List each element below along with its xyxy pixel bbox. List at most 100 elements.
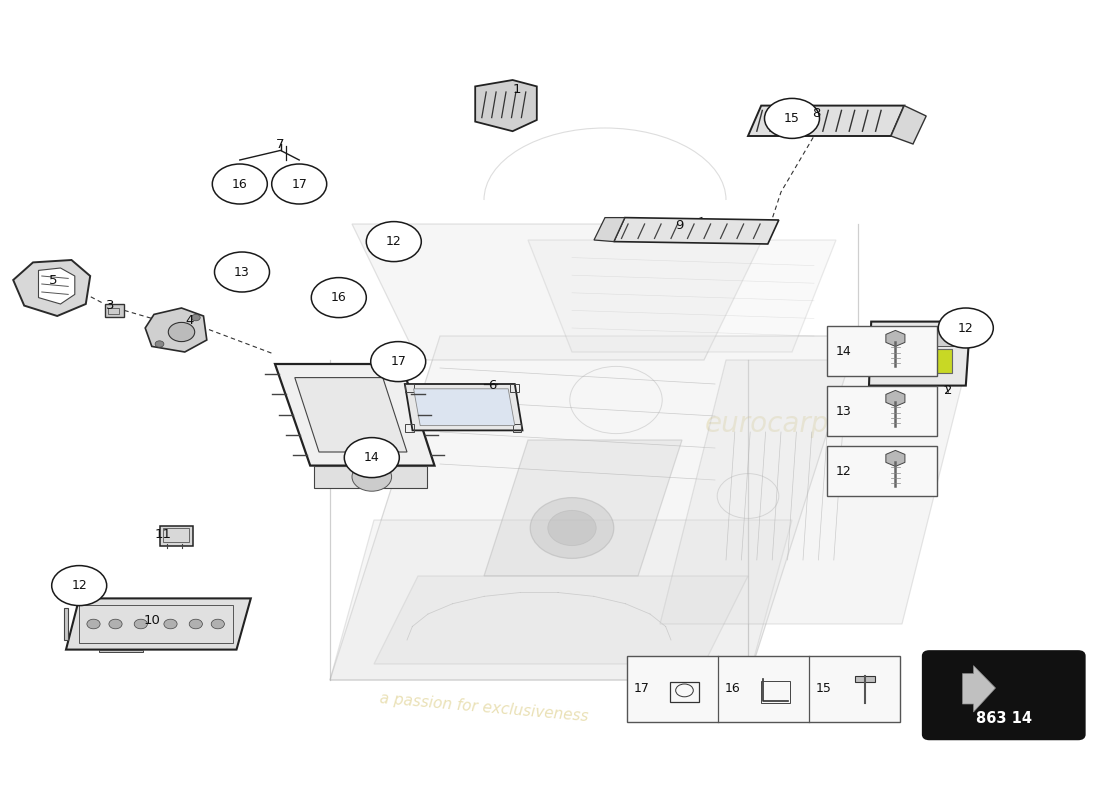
Text: 13: 13 bbox=[234, 266, 250, 278]
Polygon shape bbox=[886, 390, 905, 406]
Circle shape bbox=[164, 619, 177, 629]
Circle shape bbox=[352, 462, 392, 491]
Text: a passion for exclusiveness: a passion for exclusiveness bbox=[379, 691, 588, 725]
Text: 7: 7 bbox=[276, 138, 285, 150]
Circle shape bbox=[366, 222, 421, 262]
Circle shape bbox=[371, 342, 426, 382]
Text: 14: 14 bbox=[836, 345, 851, 358]
Polygon shape bbox=[475, 80, 537, 131]
Circle shape bbox=[52, 566, 107, 606]
FancyBboxPatch shape bbox=[923, 651, 1085, 739]
Bar bbox=[627, 656, 900, 722]
Polygon shape bbox=[886, 330, 905, 346]
Text: 11: 11 bbox=[154, 528, 172, 541]
Bar bbox=[79, 605, 233, 643]
Bar bbox=[880, 349, 952, 373]
Bar bbox=[513, 424, 521, 432]
Text: 16: 16 bbox=[232, 178, 248, 190]
Circle shape bbox=[87, 619, 100, 629]
Polygon shape bbox=[869, 322, 970, 386]
Text: 1: 1 bbox=[513, 83, 521, 96]
Text: 14: 14 bbox=[364, 451, 380, 464]
Polygon shape bbox=[660, 360, 968, 624]
Polygon shape bbox=[886, 450, 905, 466]
Circle shape bbox=[764, 98, 820, 138]
Polygon shape bbox=[275, 364, 434, 466]
Circle shape bbox=[134, 619, 147, 629]
Text: 12: 12 bbox=[836, 465, 851, 478]
Polygon shape bbox=[374, 576, 748, 664]
Circle shape bbox=[191, 314, 200, 321]
Polygon shape bbox=[891, 106, 926, 144]
Circle shape bbox=[155, 341, 164, 347]
Polygon shape bbox=[528, 240, 836, 352]
Bar bbox=[827, 446, 937, 496]
Text: 10: 10 bbox=[143, 614, 161, 626]
Polygon shape bbox=[330, 336, 858, 680]
Circle shape bbox=[272, 164, 327, 204]
Text: 5: 5 bbox=[48, 274, 57, 286]
Bar bbox=[880, 328, 959, 346]
Bar bbox=[827, 326, 937, 376]
Bar bbox=[510, 384, 519, 392]
Text: 2: 2 bbox=[944, 384, 953, 397]
Text: 9: 9 bbox=[675, 219, 684, 232]
Text: 12: 12 bbox=[386, 235, 402, 248]
Text: 3: 3 bbox=[106, 299, 114, 312]
Text: 15: 15 bbox=[815, 682, 832, 695]
Circle shape bbox=[214, 252, 270, 292]
Bar bbox=[761, 681, 790, 703]
Circle shape bbox=[311, 278, 366, 318]
Polygon shape bbox=[295, 378, 407, 452]
Circle shape bbox=[211, 619, 224, 629]
Text: 16: 16 bbox=[331, 291, 346, 304]
Polygon shape bbox=[13, 260, 90, 316]
Polygon shape bbox=[314, 466, 427, 488]
Circle shape bbox=[168, 322, 195, 342]
Polygon shape bbox=[414, 389, 515, 426]
Polygon shape bbox=[352, 224, 770, 360]
Bar bbox=[405, 384, 414, 392]
Text: 4: 4 bbox=[185, 314, 194, 326]
Polygon shape bbox=[39, 268, 75, 304]
Polygon shape bbox=[145, 308, 207, 352]
Bar bbox=[160, 526, 192, 546]
Text: 15: 15 bbox=[784, 112, 800, 125]
Polygon shape bbox=[748, 106, 904, 136]
Bar bbox=[869, 342, 874, 362]
Text: 12: 12 bbox=[72, 579, 87, 592]
Text: 16: 16 bbox=[725, 682, 740, 695]
Text: 863 14: 863 14 bbox=[976, 711, 1032, 726]
Polygon shape bbox=[405, 384, 522, 430]
Bar bbox=[405, 424, 414, 432]
Text: 12: 12 bbox=[958, 322, 974, 334]
Circle shape bbox=[109, 619, 122, 629]
Polygon shape bbox=[594, 218, 625, 242]
Circle shape bbox=[189, 619, 202, 629]
Polygon shape bbox=[484, 440, 682, 576]
Polygon shape bbox=[962, 666, 996, 712]
Bar bbox=[163, 528, 189, 542]
Circle shape bbox=[344, 438, 399, 478]
Circle shape bbox=[548, 510, 596, 546]
Text: 8: 8 bbox=[812, 107, 821, 120]
Polygon shape bbox=[99, 650, 143, 652]
Polygon shape bbox=[330, 520, 792, 680]
Polygon shape bbox=[66, 598, 251, 650]
Circle shape bbox=[212, 164, 267, 204]
Text: 13: 13 bbox=[836, 405, 851, 418]
Bar bbox=[104, 304, 124, 317]
Text: eurocarparis: eurocarparis bbox=[704, 410, 880, 438]
Polygon shape bbox=[64, 608, 68, 640]
Polygon shape bbox=[856, 676, 876, 682]
Polygon shape bbox=[614, 218, 779, 244]
Text: 17: 17 bbox=[292, 178, 307, 190]
Text: 17: 17 bbox=[390, 355, 406, 368]
Circle shape bbox=[938, 308, 993, 348]
Bar bbox=[827, 386, 937, 436]
Bar bbox=[108, 308, 119, 314]
Text: 6: 6 bbox=[488, 379, 497, 392]
Bar bbox=[670, 682, 698, 702]
Circle shape bbox=[530, 498, 614, 558]
Text: 17: 17 bbox=[634, 682, 649, 695]
